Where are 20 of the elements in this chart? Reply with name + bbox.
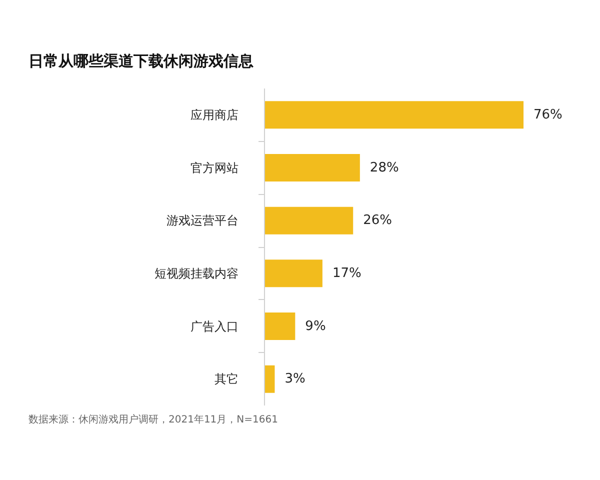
text: 日常从哪些渠道下载休闲游戏信息 — [28, 52, 254, 70]
bar — [264, 154, 360, 182]
y-tick-label: 广告入口 — [190, 319, 238, 334]
data-label: 26% — [363, 213, 392, 228]
y-tick-label: 应用商店 — [190, 108, 238, 122]
data-label: 28% — [370, 160, 399, 176]
y-tick-label: 短视频挂载内容 — [154, 266, 238, 280]
source-note: 数据来源：休闲游戏用户调研，2021年11月，N=1661 — [28, 414, 278, 426]
y-tick-label: 游戏运营平台 — [166, 214, 238, 228]
bar — [264, 312, 296, 340]
y-tick-label: 官方网站 — [190, 160, 238, 175]
data-label: 17% — [332, 266, 362, 281]
data-label: 9% — [305, 318, 326, 334]
bar — [264, 101, 524, 129]
data-label: 76% — [534, 107, 562, 122]
bar — [264, 365, 275, 393]
bar — [264, 206, 354, 234]
bar — [264, 260, 322, 288]
y-tick-label: 其它 — [214, 372, 238, 386]
data-label: 3% — [284, 372, 306, 387]
